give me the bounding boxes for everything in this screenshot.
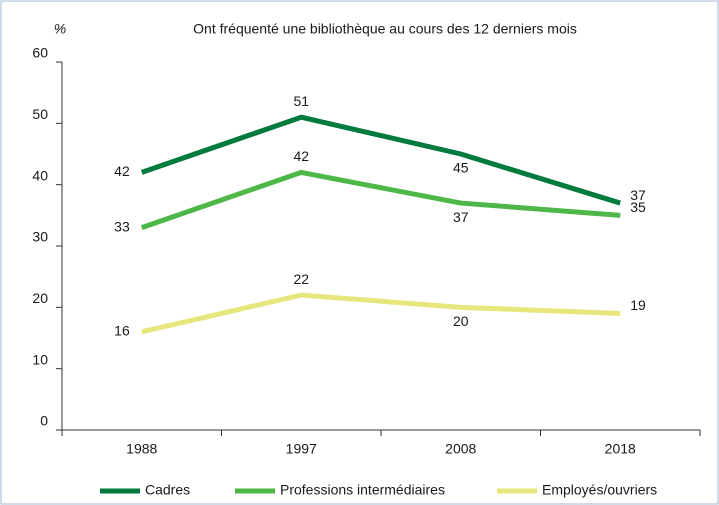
data-label: 37 [453,209,469,225]
data-label: 35 [630,199,646,215]
data-label: 16 [114,323,130,339]
x-tick-label: 1988 [126,441,157,457]
data-label: 22 [293,271,309,287]
y-tick-label: 60 [32,45,48,61]
data-label: 20 [453,313,469,329]
data-label: 51 [293,93,309,109]
data-label: 33 [114,218,130,234]
x-tick-label: 1997 [286,441,317,457]
legend-label: Employés/ouvriers [542,482,657,498]
y-tick-label: 0 [40,413,48,429]
chart-title: Ont fréquenté une bibliothèque au cours … [193,21,577,37]
data-label: 42 [114,163,130,179]
x-tick-label: 2008 [445,441,476,457]
x-tick-label: 2018 [605,441,636,457]
y-axis-label: % [54,21,66,37]
y-tick-label: 20 [32,290,48,306]
data-label: 45 [453,160,469,176]
data-label: 19 [630,297,646,313]
data-label: 37 [630,187,646,203]
line [140,114,621,206]
line [141,292,621,335]
y-tick-label: 50 [32,106,48,122]
line [140,169,621,230]
y-tick-label: 30 [32,229,48,245]
legend-label: Cadres [145,482,190,498]
y-tick-label: 10 [32,351,48,367]
data-label: 42 [293,148,309,164]
y-tick-label: 40 [32,167,48,183]
legend-label: Professions intermédiaires [280,482,445,498]
